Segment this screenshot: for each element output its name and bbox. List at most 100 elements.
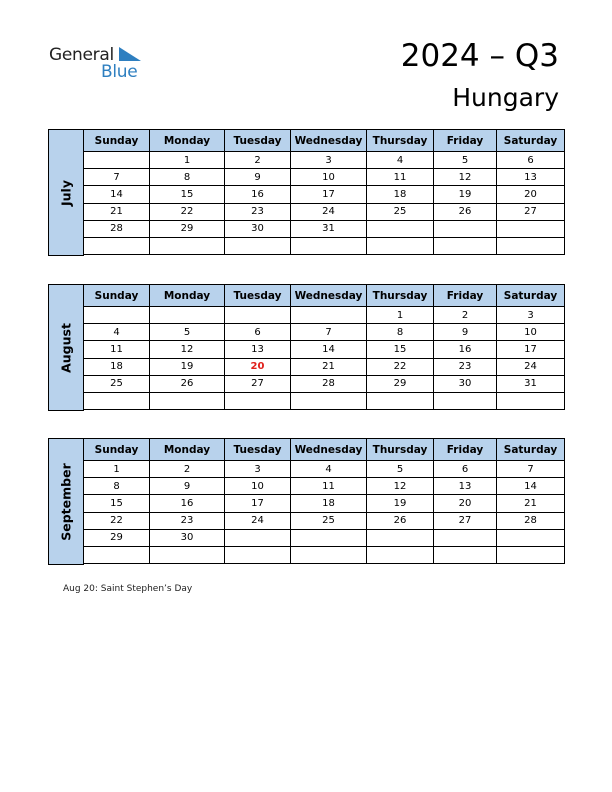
day-cell: 21 xyxy=(290,357,367,376)
day-cell xyxy=(290,305,367,325)
day-cell: 12 xyxy=(149,340,225,359)
day-cell: 12 xyxy=(366,477,434,496)
month-label-cell: July xyxy=(48,129,84,256)
day-cell: 3 xyxy=(496,305,565,325)
day-cell: 11 xyxy=(83,340,150,359)
day-cell: 1 xyxy=(366,305,434,325)
week-row xyxy=(83,236,565,256)
day-cell: 17 xyxy=(290,185,367,204)
day-cell: 8 xyxy=(83,477,150,496)
weekday-header: Thursday xyxy=(366,284,434,307)
day-cell: 6 xyxy=(496,150,565,170)
day-cell: 9 xyxy=(433,323,497,342)
day-cell: 30 xyxy=(433,374,497,393)
week-row: 8 9 10 11 12 13 14 xyxy=(83,477,565,496)
day-cell: 26 xyxy=(149,374,225,393)
day-cell: 11 xyxy=(366,168,434,187)
day-cell xyxy=(83,545,150,565)
day-cell: 23 xyxy=(224,202,291,221)
weekday-header: Tuesday xyxy=(224,284,291,307)
weekday-header: Saturday xyxy=(496,438,565,461)
day-cell: 13 xyxy=(433,477,497,496)
day-cell: 5 xyxy=(149,323,225,342)
weekday-header: Sunday xyxy=(83,129,150,152)
day-cell: 21 xyxy=(83,202,150,221)
day-cell: 6 xyxy=(224,323,291,342)
day-cell: 19 xyxy=(433,185,497,204)
weekday-header: Monday xyxy=(149,438,225,461)
day-cell: 10 xyxy=(224,477,291,496)
weekday-header: Friday xyxy=(433,284,497,307)
day-cell: 15 xyxy=(149,185,225,204)
day-cell xyxy=(290,236,367,256)
day-cell: 17 xyxy=(224,494,291,513)
day-cell: 9 xyxy=(149,477,225,496)
weekday-header: Thursday xyxy=(366,438,434,461)
day-cell: 29 xyxy=(83,528,150,547)
week-row: 7 8 9 10 11 12 13 xyxy=(83,168,565,187)
day-cell: 25 xyxy=(83,374,150,393)
day-cell xyxy=(83,391,150,411)
month-label: August xyxy=(58,322,74,373)
day-cell: 18 xyxy=(366,185,434,204)
month-block-july: July Sunday Monday Tuesday Wednesday Thursda… xyxy=(48,129,565,256)
day-cell: 6 xyxy=(433,459,497,479)
day-cell: 10 xyxy=(290,168,367,187)
day-cell: 16 xyxy=(224,185,291,204)
week-row: 15 16 17 18 19 20 21 xyxy=(83,494,565,513)
day-cell: 20 xyxy=(496,185,565,204)
day-cell: 26 xyxy=(366,511,434,530)
day-cell: 5 xyxy=(366,459,434,479)
day-cell: 2 xyxy=(149,459,225,479)
day-cell xyxy=(366,236,434,256)
weekday-header: Saturday xyxy=(496,129,565,152)
holiday-note: Aug 20: Saint Stephen’s Day xyxy=(63,584,193,594)
day-cell xyxy=(433,528,497,547)
day-cell: 2 xyxy=(224,150,291,170)
day-cell xyxy=(224,305,291,325)
day-cell: 17 xyxy=(496,340,565,359)
week-row: 21 22 23 24 25 26 27 xyxy=(83,202,565,221)
day-cell xyxy=(83,305,150,325)
weekday-header: Sunday xyxy=(83,438,150,461)
day-cell xyxy=(149,545,225,565)
day-cell xyxy=(366,545,434,565)
day-cell: 27 xyxy=(496,202,565,221)
day-cell xyxy=(366,391,434,411)
weekday-header: Thursday xyxy=(366,129,434,152)
day-cell xyxy=(149,236,225,256)
day-cell xyxy=(433,236,497,256)
day-cell: 8 xyxy=(366,323,434,342)
day-cell: 16 xyxy=(433,340,497,359)
day-cell: 16 xyxy=(149,494,225,513)
day-cell: 22 xyxy=(366,357,434,376)
day-cell: 14 xyxy=(83,185,150,204)
weekday-header: Sunday xyxy=(83,284,150,307)
day-cell: 31 xyxy=(496,374,565,393)
day-cell: 20 xyxy=(224,357,291,376)
day-cell xyxy=(496,236,565,256)
week-row: 25 26 27 28 29 30 31 xyxy=(83,374,565,393)
day-cell: 14 xyxy=(496,477,565,496)
day-cell: 7 xyxy=(290,323,367,342)
day-cell: 10 xyxy=(496,323,565,342)
day-cell xyxy=(366,219,434,238)
day-cell: 7 xyxy=(496,459,565,479)
weekday-header: Monday xyxy=(149,284,225,307)
day-cell: 24 xyxy=(290,202,367,221)
day-cell: 5 xyxy=(433,150,497,170)
weekday-header: Wednesday xyxy=(290,438,367,461)
day-cell xyxy=(496,391,565,411)
day-cell xyxy=(149,391,225,411)
day-cell xyxy=(83,150,150,170)
day-cell: 18 xyxy=(290,494,367,513)
day-cell: 13 xyxy=(224,340,291,359)
month-label: September xyxy=(58,462,74,541)
day-cell xyxy=(224,528,291,547)
day-cell: 14 xyxy=(290,340,367,359)
day-cell: 15 xyxy=(366,340,434,359)
day-cell: 12 xyxy=(433,168,497,187)
day-cell: 9 xyxy=(224,168,291,187)
